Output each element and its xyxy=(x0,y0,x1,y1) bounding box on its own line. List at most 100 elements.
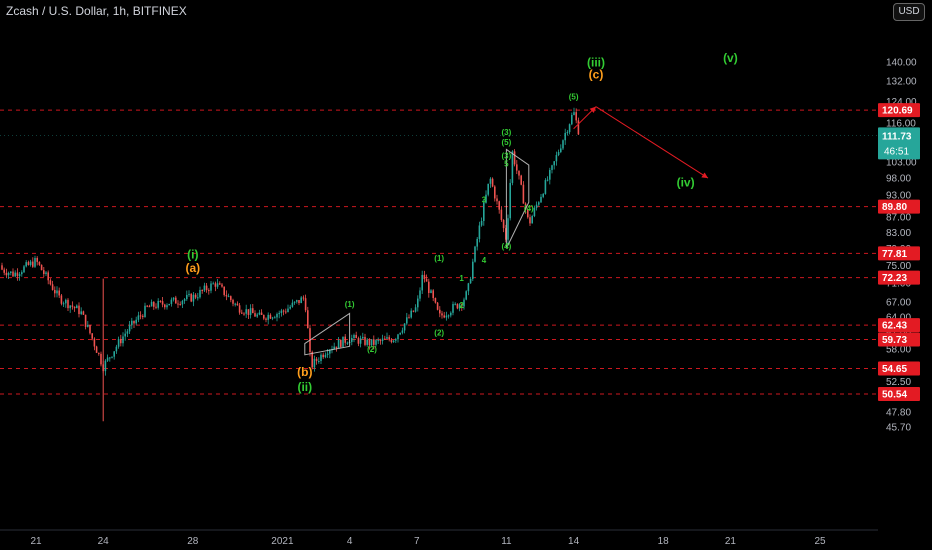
y-tick-label: 64.00 xyxy=(886,313,911,324)
candle-body xyxy=(557,152,560,156)
candle-body xyxy=(188,293,190,295)
chart-title: Zcash / U.S. Dollar, 1h, BITFINEX xyxy=(6,4,187,18)
candle-body xyxy=(84,314,87,327)
candle-body xyxy=(3,269,5,273)
wave-label[interactable]: (iv) xyxy=(677,176,695,190)
candle-body xyxy=(333,346,335,350)
candle-body xyxy=(25,262,27,267)
candle-body xyxy=(80,311,82,315)
y-tick-label: 83.00 xyxy=(886,228,911,239)
candle-body xyxy=(498,201,500,210)
wave-label[interactable]: 5 xyxy=(504,160,509,169)
wedge-outline[interactable] xyxy=(505,148,530,249)
candle-body xyxy=(302,297,305,299)
candle-body xyxy=(51,284,54,290)
countdown-label: 46:51 xyxy=(884,146,909,157)
wave-label[interactable]: 4 xyxy=(482,256,487,265)
candle-body xyxy=(98,352,100,354)
projection-up-arrow[interactable] xyxy=(573,106,597,130)
wave-label[interactable]: (2) xyxy=(367,345,377,354)
candle-body xyxy=(69,305,71,309)
level-badge-label: 54.65 xyxy=(882,364,907,375)
candle-body xyxy=(476,238,478,247)
candle-body xyxy=(568,124,571,133)
candle-body xyxy=(230,296,232,300)
wave-label[interactable]: (2) xyxy=(434,328,444,337)
wave-label[interactable]: (v) xyxy=(723,51,738,65)
wave-label[interactable]: (1) xyxy=(434,254,444,263)
projection-down-arrow[interactable] xyxy=(595,106,709,179)
candle-body xyxy=(544,180,547,194)
candle-body xyxy=(326,353,329,355)
candle-body xyxy=(148,306,151,308)
wave-label[interactable]: (c) xyxy=(589,68,604,82)
candle-body xyxy=(496,198,498,202)
candle-body xyxy=(335,346,338,349)
wave-label[interactable]: (4) xyxy=(502,242,512,251)
candle-body xyxy=(280,310,283,314)
wave-label[interactable]: 1 xyxy=(459,274,464,283)
candle-body xyxy=(430,290,432,293)
candle-body xyxy=(276,314,278,318)
candle-body xyxy=(67,299,69,309)
wave-label[interactable]: (3) xyxy=(502,152,512,161)
wave-label[interactable]: (4) xyxy=(524,204,534,213)
candle-body xyxy=(289,306,291,309)
wave-label[interactable]: 3 xyxy=(482,195,487,204)
wave-label[interactable]: (1) xyxy=(345,300,355,309)
y-tick-label: 58.00 xyxy=(886,345,911,356)
candle-body xyxy=(373,339,375,345)
candle-body xyxy=(210,283,212,291)
candle-body xyxy=(421,274,423,291)
y-tick-label: 45.70 xyxy=(886,422,911,433)
candle-body xyxy=(359,338,362,344)
candle-body xyxy=(573,112,575,115)
x-tick-label: 25 xyxy=(814,536,826,547)
candle-body xyxy=(491,178,494,187)
wave-label[interactable]: (b) xyxy=(297,365,312,379)
candle-body xyxy=(181,300,184,305)
wave-label[interactable]: (iii) xyxy=(587,55,605,69)
candle-body xyxy=(342,336,344,347)
y-tick-label: 132.00 xyxy=(886,76,917,87)
wave-label[interactable]: 2 xyxy=(459,301,464,310)
candle-body xyxy=(555,155,558,162)
candle-body xyxy=(423,274,426,280)
wave-label[interactable]: (ii) xyxy=(297,380,312,394)
wave-label[interactable]: (5) xyxy=(569,93,579,102)
level-badge xyxy=(878,361,920,376)
candle-body xyxy=(192,294,195,302)
candle-body xyxy=(10,271,12,273)
candle-body xyxy=(322,354,324,358)
candle-body xyxy=(263,314,265,319)
candle-body xyxy=(18,274,21,277)
x-tick-label: 2021 xyxy=(271,536,294,547)
candle-body xyxy=(395,339,397,341)
candle-body xyxy=(89,324,91,334)
candle-body xyxy=(401,330,404,333)
candle-body xyxy=(366,339,368,345)
candle-body xyxy=(146,305,148,307)
candle-body xyxy=(203,285,206,291)
candle-body xyxy=(29,261,32,265)
wave-label[interactable]: (i) xyxy=(187,247,198,261)
candle-body xyxy=(12,271,14,277)
candle-body xyxy=(502,219,505,229)
candle-body xyxy=(533,207,536,216)
candle-body xyxy=(214,283,217,287)
candle-body xyxy=(258,312,261,315)
wedge-outline[interactable] xyxy=(304,312,351,356)
candle-body xyxy=(513,151,516,165)
candle-body xyxy=(562,140,564,149)
candle-body xyxy=(219,283,221,285)
currency-button[interactable]: USD xyxy=(893,3,925,21)
candle-body xyxy=(23,266,25,273)
candle-body xyxy=(120,339,122,344)
candle-body xyxy=(186,294,188,300)
candle-body xyxy=(390,339,393,343)
wave-label[interactable]: (3) xyxy=(502,128,512,137)
candle-body xyxy=(478,225,481,239)
wave-label[interactable]: (5) xyxy=(502,138,512,147)
wave-label[interactable]: (a) xyxy=(185,261,200,275)
